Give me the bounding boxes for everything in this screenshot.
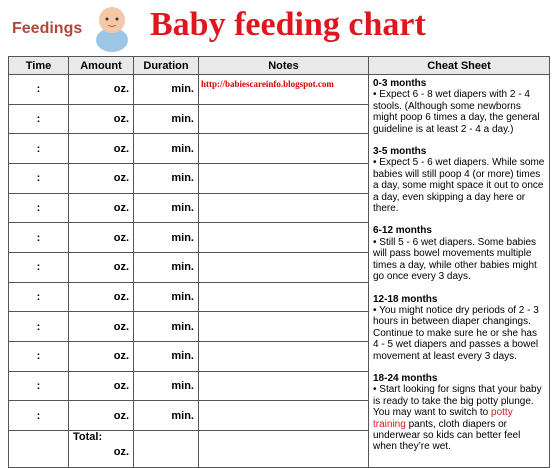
duration-cell: min.	[133, 340, 199, 372]
section-text: • Expect 5 - 6 wet diapers. While some b…	[373, 157, 545, 215]
time-cell: :	[8, 222, 69, 253]
column-header: Amount	[68, 56, 134, 75]
section-heading: 6-12 months	[373, 225, 432, 237]
notes-cell	[198, 281, 369, 313]
feeding-row: : oz. min.	[8, 103, 550, 135]
time-cell: :	[8, 74, 69, 105]
time-cell: :	[8, 370, 69, 402]
feedings-label: Feedings	[12, 20, 83, 37]
column-header: Cheat Sheet	[368, 56, 550, 75]
time-cell: :	[8, 192, 69, 224]
time-cell: :	[8, 103, 69, 135]
link-text: potty training	[373, 407, 513, 430]
duration-cell: min.	[133, 311, 199, 342]
feeding-row: : oz. min.	[8, 133, 550, 164]
total-cell: Total: oz.	[68, 429, 134, 468]
time-cell: :	[8, 340, 69, 372]
feeding-row: : oz. min.	[8, 251, 550, 283]
notes-cell	[198, 222, 369, 253]
column-header: Duration	[133, 56, 199, 75]
feeding-row: : oz. min.	[8, 192, 550, 224]
duration-cell: min.	[133, 251, 199, 283]
amount-cell: oz.	[68, 162, 134, 194]
feeding-table: Time Amount Duration Notes Cheat Sheet: oz. mi…	[8, 56, 550, 468]
duration-cell: min.	[133, 103, 199, 135]
header-row: Time Amount Duration Notes Cheat Sheet	[8, 56, 550, 75]
notes-cell	[198, 251, 369, 283]
cheat-section: 6-12 months • Still 5 - 6 wet diapers. So…	[373, 225, 545, 282]
total-label: Total:	[73, 430, 103, 443]
cheat-section: 3-5 months • Expect 5 - 6 wet diapers. Wh…	[373, 146, 545, 214]
time-cell: :	[8, 400, 69, 431]
duration-cell: min.	[133, 162, 199, 194]
section-heading: 0-3 months	[373, 78, 427, 89]
notes-cell	[198, 103, 369, 135]
cheat-section: 12-18 months • You might notice dry perio…	[373, 294, 545, 362]
amount-cell: oz.	[68, 340, 134, 372]
amount-cell: oz.	[68, 311, 134, 342]
section-text: pants, cloth diapers or underwear so kid…	[373, 418, 521, 453]
section-text: • Start looking for signs that your baby…	[373, 384, 542, 419]
duration-cell: min.	[133, 281, 199, 313]
section-text: • You might notice dry periods of 2 - 3 …	[373, 304, 539, 362]
feeding-row: : oz. min.	[8, 162, 550, 194]
amount-cell: oz.	[68, 251, 134, 283]
column-header: Time	[8, 56, 69, 75]
notes-cell	[198, 340, 369, 372]
notes-cell	[198, 162, 369, 194]
duration-cell: min.	[133, 133, 199, 164]
duration-cell: min.	[133, 192, 199, 224]
amount-cell: oz.	[68, 74, 134, 105]
duration-cell: min.	[133, 400, 199, 431]
amount-cell: oz.	[68, 281, 134, 313]
feeding-row: : oz. min.	[8, 222, 550, 253]
section-heading: 18-24 months	[373, 372, 438, 384]
time-cell: :	[8, 162, 69, 194]
amount-cell: oz.	[68, 192, 134, 224]
total-cell	[198, 429, 369, 468]
section-heading: 12-18 months	[373, 293, 438, 305]
duration-cell: min.	[133, 74, 199, 105]
duration-cell: min.	[133, 370, 199, 402]
section-text: • Expect 6 - 8 wet diapers with 2 - 4 st…	[373, 89, 540, 135]
feeding-row: : oz. min.	[8, 311, 550, 342]
section-heading: 3-5 months	[373, 146, 427, 158]
notes-cell	[198, 192, 369, 224]
time-cell: :	[8, 133, 69, 164]
notes-cell	[198, 370, 369, 402]
amount-cell: oz.	[68, 400, 134, 431]
feeding-row: : oz. min.	[8, 370, 550, 402]
total-cell	[8, 429, 69, 468]
feeding-row: : oz. min. http://babiescareinfo.blogspot.c…	[8, 74, 550, 468]
notes-cell: http://babiescareinfo.blogspot.com	[198, 74, 369, 105]
amount-cell: oz.	[68, 370, 134, 402]
time-cell: :	[8, 251, 69, 283]
amount-cell: oz.	[68, 222, 134, 253]
total-cell	[133, 429, 199, 468]
feeding-row: : oz. min.	[8, 400, 550, 431]
baby-icon	[96, 7, 128, 52]
total-unit: oz.	[113, 445, 129, 458]
amount-cell: oz.	[68, 133, 134, 164]
amount-cell: oz.	[68, 103, 134, 135]
cheat-section: 0-3 months • Expect 6 - 8 wet diapers wit…	[373, 78, 545, 135]
feeding-row: : oz. min.	[8, 340, 550, 372]
cheat-section: 18-24 months • Start looking for signs th…	[373, 373, 545, 453]
duration-cell: min.	[133, 222, 199, 253]
column-header: Notes	[198, 56, 369, 75]
time-cell: :	[8, 281, 69, 313]
time-cell: :	[8, 311, 69, 342]
section-text: • Still 5 - 6 wet diapers. Some babies w…	[373, 236, 537, 283]
notes-cell	[198, 133, 369, 164]
notes-cell	[198, 400, 369, 431]
notes-cell	[198, 311, 369, 342]
cheat-sheet: 0-3 months • Expect 6 - 8 wet diapers wit…	[368, 74, 550, 468]
page-title: Baby feeding chart	[150, 6, 426, 43]
